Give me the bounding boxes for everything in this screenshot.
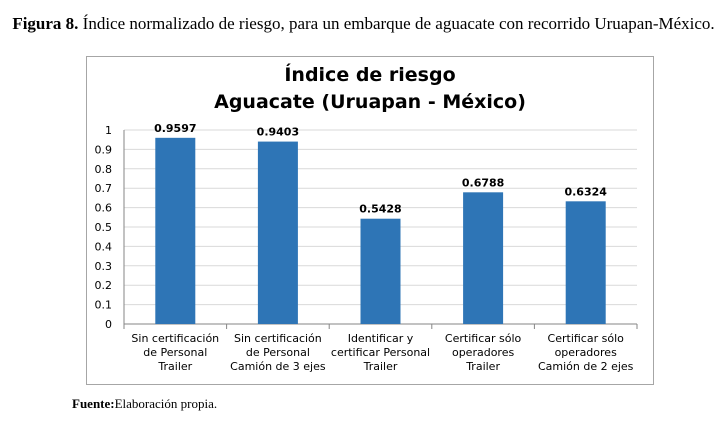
y-tick-label: 0.4 [95, 240, 113, 253]
bar [155, 137, 196, 324]
x-category-label: Camión de 2 ejes [538, 360, 634, 373]
figure-caption-label: Figura 8. [12, 14, 79, 33]
bar [565, 201, 606, 324]
y-tick-label: 0.7 [95, 182, 113, 195]
x-category-label: operadores [452, 346, 515, 359]
x-category-label: Identificar y [348, 332, 414, 345]
y-tick-label: 0 [105, 318, 112, 331]
bar [360, 218, 401, 324]
data-label: 0.6788 [462, 176, 504, 189]
x-category-label: Camión de 3 ejes [230, 360, 326, 373]
x-category-label: operadores [555, 346, 618, 359]
x-category-label: Trailer [363, 360, 398, 373]
y-tick-label: 0.2 [95, 279, 113, 292]
source-note: Fuente:Elaboración propia. [72, 396, 217, 412]
data-label: 0.9597 [154, 122, 196, 135]
x-category-label: certificar Personal [331, 346, 430, 359]
y-tick-label: 0.3 [95, 260, 113, 273]
x-category-label: de Personal [143, 346, 207, 359]
chart-subtitle: Aguacate (Uruapan - México) [214, 91, 526, 113]
source-label: Fuente: [72, 396, 115, 411]
x-category-label: Certificar sólo [548, 332, 625, 345]
data-label: 0.5428 [359, 203, 401, 216]
figure-caption-text: Índice normalizado de riesgo, para un em… [82, 14, 715, 33]
bar [257, 141, 298, 324]
source-text: Elaboración propia. [114, 396, 218, 411]
figure-caption: Figura 8. Índice normalizado de riesgo, … [0, 14, 727, 33]
y-tick-label: 1 [105, 124, 112, 137]
x-category-label: de Personal [246, 346, 310, 359]
y-tick-label: 0.6 [95, 202, 113, 215]
y-tick-label: 0.1 [95, 299, 113, 312]
y-tick-label: 0.5 [95, 221, 113, 234]
x-category-label: Sin certificación [131, 332, 219, 345]
x-category-label: Trailer [157, 360, 192, 373]
chart-title: Índice de riesgo [284, 64, 456, 86]
data-label: 0.6324 [564, 185, 607, 198]
x-category-label: Sin certificación [234, 332, 322, 345]
x-category-label: Trailer [465, 360, 500, 373]
data-label: 0.9403 [257, 126, 299, 139]
y-tick-label: 0.9 [95, 143, 113, 156]
bar [463, 192, 504, 324]
x-category-label: Certificar sólo [445, 332, 522, 345]
y-tick-label: 0.8 [95, 163, 113, 176]
